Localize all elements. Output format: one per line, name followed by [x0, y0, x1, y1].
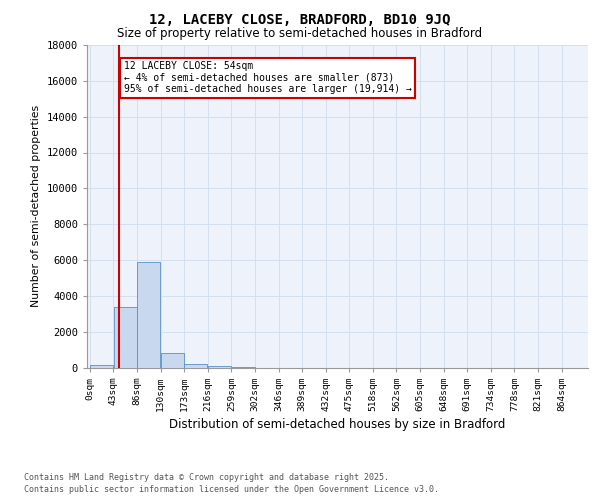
- Y-axis label: Number of semi-detached properties: Number of semi-detached properties: [31, 105, 41, 308]
- Text: Size of property relative to semi-detached houses in Bradford: Size of property relative to semi-detach…: [118, 28, 482, 40]
- Text: 12, LACEBY CLOSE, BRADFORD, BD10 9JQ: 12, LACEBY CLOSE, BRADFORD, BD10 9JQ: [149, 12, 451, 26]
- Text: 12 LACEBY CLOSE: 54sqm
← 4% of semi-detached houses are smaller (873)
95% of sem: 12 LACEBY CLOSE: 54sqm ← 4% of semi-deta…: [124, 61, 412, 94]
- Text: Contains public sector information licensed under the Open Government Licence v3: Contains public sector information licen…: [24, 485, 439, 494]
- Bar: [137, 262, 160, 368]
- Bar: [208, 366, 231, 368]
- X-axis label: Distribution of semi-detached houses by size in Bradford: Distribution of semi-detached houses by …: [169, 418, 506, 431]
- Bar: [90, 365, 113, 368]
- Bar: [161, 353, 184, 368]
- Bar: [184, 364, 208, 368]
- Bar: [232, 366, 254, 368]
- Bar: [113, 306, 137, 368]
- Text: Contains HM Land Registry data © Crown copyright and database right 2025.: Contains HM Land Registry data © Crown c…: [24, 472, 389, 482]
